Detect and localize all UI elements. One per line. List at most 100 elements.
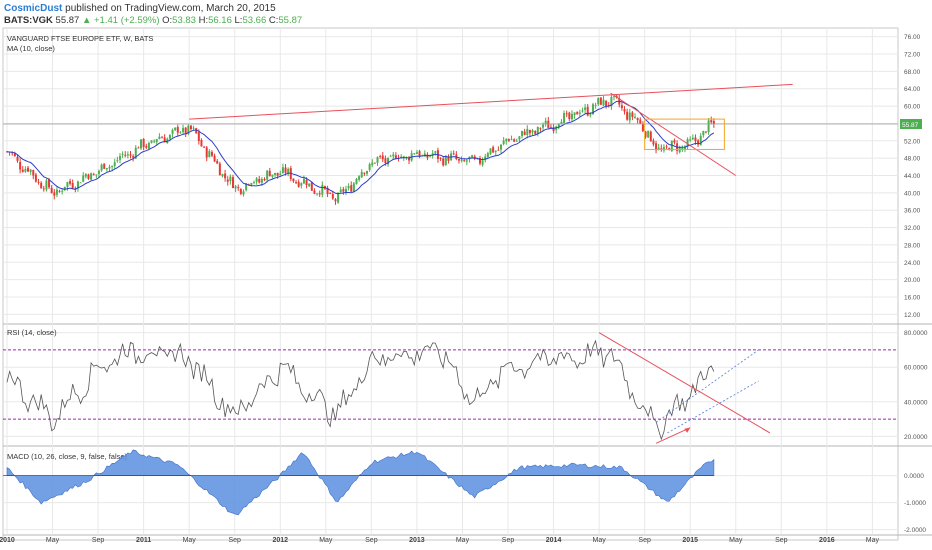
candle-body xyxy=(245,183,248,191)
rsi-y-tick-label: 20.0000 xyxy=(904,434,928,441)
candle-body xyxy=(513,139,516,142)
candle-body xyxy=(69,181,72,184)
price-y-tick-label: 28.00 xyxy=(904,242,921,249)
candle-body xyxy=(189,125,192,130)
candle-body xyxy=(652,140,655,145)
rsi-line xyxy=(6,339,715,441)
candle-body xyxy=(176,127,179,133)
candle-body xyxy=(342,189,345,192)
candle-body xyxy=(266,170,269,180)
candle-body xyxy=(147,143,150,149)
candle-body xyxy=(565,113,568,115)
candle-body xyxy=(192,127,195,129)
rsi-channel-upper xyxy=(655,349,759,423)
candle-body xyxy=(82,175,85,182)
candle-body xyxy=(87,174,90,179)
candle-body xyxy=(478,157,481,164)
candle-body xyxy=(187,125,190,134)
candle-body xyxy=(268,170,271,177)
candle-body xyxy=(373,162,376,164)
macd-pane-title: MACD (10, 26, close, 9, false, false) xyxy=(7,452,128,461)
candle-body xyxy=(300,183,303,186)
candle-body xyxy=(655,143,658,151)
candle-body xyxy=(518,136,521,140)
candle-body xyxy=(184,127,187,135)
candle-body xyxy=(563,113,566,123)
candle-body xyxy=(313,190,316,194)
x-tick-label: May xyxy=(46,537,60,544)
candle-body xyxy=(350,185,353,192)
candle-body xyxy=(670,140,673,152)
candle-body xyxy=(21,169,24,172)
candle-body xyxy=(628,112,631,121)
candle-body xyxy=(704,131,707,133)
candle-body xyxy=(274,172,277,175)
candle-body xyxy=(279,173,282,176)
macd-y-tick-label: 0.0000 xyxy=(904,473,924,480)
candle-body xyxy=(347,185,350,189)
x-tick-label: 2014 xyxy=(546,537,562,544)
candle-body xyxy=(224,173,227,179)
candle-body xyxy=(142,138,145,148)
candle-body xyxy=(610,96,613,107)
price-change: ▲ +1.41 (+2.59%) xyxy=(81,15,160,26)
candle-body xyxy=(387,157,390,165)
candle-body xyxy=(521,130,524,137)
candle-body xyxy=(358,176,361,180)
candle-body xyxy=(613,96,616,98)
candle-body xyxy=(418,151,421,157)
candle-body xyxy=(591,104,594,115)
candle-body xyxy=(321,184,324,195)
candle-body xyxy=(58,190,61,192)
candle-body xyxy=(226,179,229,182)
x-tick-label: May xyxy=(729,537,743,544)
candle-body xyxy=(408,157,411,161)
candle-body xyxy=(326,188,329,195)
candle-body xyxy=(281,167,284,173)
ma-indicator-label: MA (10, close) xyxy=(7,44,55,53)
candle-body xyxy=(95,174,98,176)
candle-body xyxy=(197,132,200,141)
candle-body xyxy=(379,156,382,157)
candle-body xyxy=(318,193,321,195)
open-value: 53.83 xyxy=(172,15,196,26)
candle-body xyxy=(352,183,355,192)
x-tick-label: Sep xyxy=(229,537,242,544)
plot-frame xyxy=(2,27,899,541)
x-tick-label: Sep xyxy=(638,537,651,544)
x-tick-label: Sep xyxy=(365,537,378,544)
ma-10-line xyxy=(6,100,715,195)
high-label: H: xyxy=(198,15,209,26)
candle-body xyxy=(647,130,650,138)
candle-body xyxy=(489,148,492,155)
candle-body xyxy=(331,194,334,199)
candle-body xyxy=(111,165,114,168)
price-y-tick-label: 60.00 xyxy=(904,104,921,111)
candle-body xyxy=(84,174,87,177)
candle-body xyxy=(639,119,642,124)
candle-body xyxy=(32,170,35,176)
candle-body xyxy=(284,167,287,173)
candle-body xyxy=(641,124,644,132)
candle-body xyxy=(460,159,463,161)
candle-body xyxy=(76,181,79,189)
candle-body xyxy=(492,147,495,153)
candle-body xyxy=(500,144,503,150)
candle-body xyxy=(444,156,447,166)
candle-body xyxy=(392,154,395,157)
candle-body xyxy=(42,188,45,190)
candle-body xyxy=(665,146,668,148)
candle-body xyxy=(137,147,140,149)
author-link[interactable]: CosmicDust xyxy=(4,3,63,14)
candle-body xyxy=(683,146,686,150)
candle-body xyxy=(302,178,305,184)
candle-body xyxy=(544,120,547,124)
price-y-tick-label: 72.00 xyxy=(904,52,921,59)
candle-body xyxy=(337,193,340,203)
candle-body xyxy=(471,155,474,158)
candle-body xyxy=(384,158,387,163)
candle-body xyxy=(239,188,242,194)
candle-body xyxy=(145,146,148,148)
candle-body xyxy=(90,173,93,180)
